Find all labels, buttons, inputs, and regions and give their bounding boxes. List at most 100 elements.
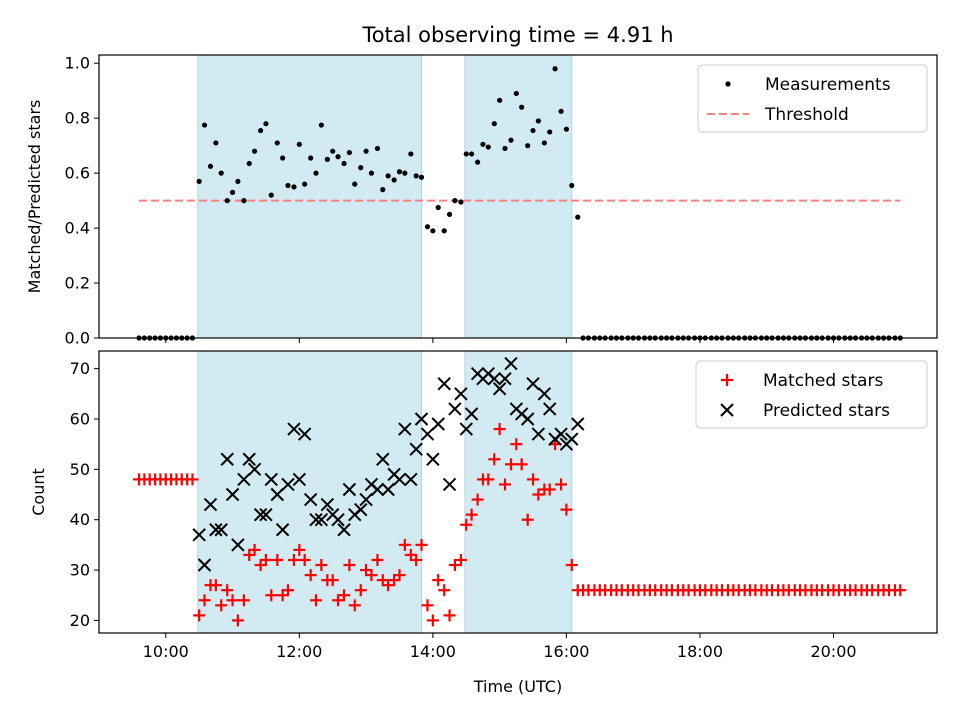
measurement-point xyxy=(241,198,247,204)
y-tick-label: 60 xyxy=(70,409,90,428)
matched-star-point xyxy=(259,553,272,566)
matched-star-point xyxy=(298,553,311,566)
predicted-star-point xyxy=(370,482,385,497)
matched-star-point xyxy=(426,614,439,627)
matched-star-point xyxy=(532,488,545,501)
bottom-legend: Matched stars Predicted stars xyxy=(695,360,928,429)
measurement-point xyxy=(413,173,419,179)
predicted-star-point xyxy=(220,452,234,466)
measurement-point xyxy=(207,163,214,169)
predicted-star-point xyxy=(309,512,323,527)
predicted-star-point xyxy=(531,427,546,441)
predicted-star-point xyxy=(504,356,518,371)
top-legend: Measurements Threshold xyxy=(697,64,928,133)
measurement-point xyxy=(318,122,324,128)
measurement-point xyxy=(519,104,525,110)
measurement-point xyxy=(458,199,464,205)
x-tick-label: 20:00 xyxy=(810,642,856,661)
matched-star-point xyxy=(504,458,517,471)
measurement-point xyxy=(446,211,453,217)
measurement-point xyxy=(391,177,397,183)
predicted-star-point xyxy=(203,497,218,512)
matched-star-point xyxy=(248,543,261,556)
matched-star-point xyxy=(287,553,300,566)
predicted-star-point xyxy=(464,407,479,421)
matched-star-point xyxy=(186,473,199,486)
shaded-interval xyxy=(464,54,573,339)
matched-star-point xyxy=(193,609,206,622)
matched-star-point xyxy=(343,559,356,572)
matched-star-point xyxy=(555,478,568,491)
measurement-point xyxy=(525,143,531,149)
predicted-star-point xyxy=(197,558,212,572)
matched-star-point xyxy=(304,569,317,582)
predicted-star-point xyxy=(297,427,312,441)
y-tick-label: 20 xyxy=(70,611,90,630)
measurement-point xyxy=(218,170,224,176)
measurement-point xyxy=(552,66,558,72)
predicted-star-point xyxy=(537,387,552,401)
x-tick-label: 16:00 xyxy=(543,642,589,661)
matched-star-point xyxy=(338,589,351,602)
measurement-point xyxy=(385,173,391,179)
measurement-point xyxy=(280,155,286,161)
predicted-star-point xyxy=(571,417,585,431)
matched-star-point xyxy=(382,579,395,592)
matched-star-point xyxy=(198,594,211,607)
predicted-star-point xyxy=(259,507,273,522)
matched-star-point xyxy=(560,503,573,516)
measurement-point xyxy=(491,121,497,127)
top-axes-frame xyxy=(98,54,938,339)
x-tick-label: 12:00 xyxy=(276,642,322,661)
measurement-point xyxy=(541,140,547,146)
matched-star-point xyxy=(293,543,306,556)
matched-star-point xyxy=(565,559,578,572)
measurement-point xyxy=(324,156,330,163)
predicted-star-point xyxy=(426,452,440,466)
y-tick-label: 0.4 xyxy=(65,219,90,238)
predicted-star-point xyxy=(192,528,206,542)
measurement-point xyxy=(251,148,258,154)
matched-star-point xyxy=(527,473,540,486)
matched-star-point xyxy=(543,483,556,496)
measurement-point xyxy=(468,151,475,157)
measurement-point xyxy=(346,149,352,156)
measurement-point xyxy=(229,189,236,195)
measurement-point xyxy=(418,174,425,180)
predicted-star-point xyxy=(459,422,473,436)
x-tick-label: 14:00 xyxy=(410,642,456,661)
predicted-star-point xyxy=(404,472,418,487)
predicted-star-point xyxy=(392,472,407,487)
measurement-point xyxy=(452,198,458,204)
matched-star-point xyxy=(510,438,523,451)
predicted-star-point xyxy=(314,512,329,527)
matched-star-point xyxy=(348,599,361,612)
predicted-star-point xyxy=(209,523,223,537)
matched-star-point xyxy=(226,594,239,607)
measurement-point xyxy=(374,145,381,152)
predicted-star-point xyxy=(554,427,568,441)
measurement-point xyxy=(291,184,297,190)
y-tick-label: 0.6 xyxy=(65,164,90,183)
matched-star-point xyxy=(488,453,501,466)
measurement-point xyxy=(330,148,336,154)
y-tick-label: 0.2 xyxy=(65,274,90,293)
measurement-point xyxy=(408,151,414,157)
measurement-point xyxy=(196,178,202,184)
xlabel: Time (UTC) xyxy=(473,677,562,696)
y-tick-label: 30 xyxy=(70,561,90,580)
measurement-point xyxy=(274,140,280,146)
predicted-star-point xyxy=(275,523,290,537)
predicted-star-point xyxy=(381,482,395,497)
measurement-point xyxy=(502,145,508,152)
matched-star-point xyxy=(471,493,484,506)
shaded-interval xyxy=(464,350,573,634)
predicted-star-point xyxy=(414,412,429,426)
measurement-point xyxy=(235,178,241,184)
legend-matched-label: Matched stars xyxy=(763,371,883,391)
measurement-point xyxy=(358,165,364,171)
matched-star-point xyxy=(371,553,384,566)
predicted-star-point xyxy=(565,432,579,446)
measurement-point xyxy=(263,121,269,127)
